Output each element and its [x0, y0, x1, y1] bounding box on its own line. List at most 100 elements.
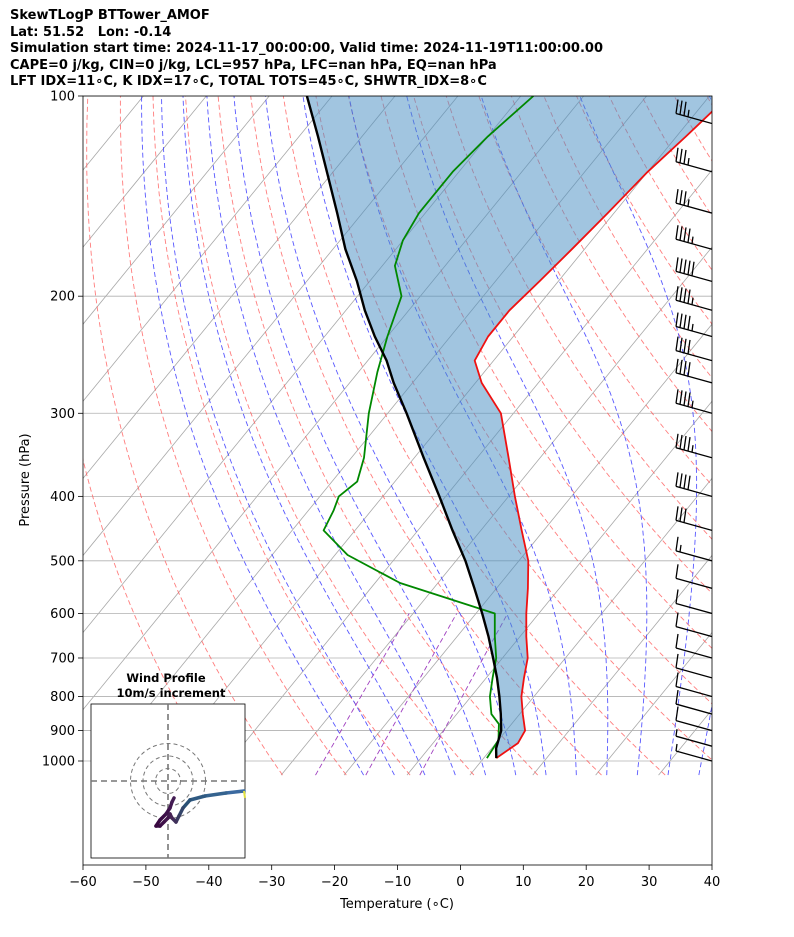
mixing-ratio-line	[419, 613, 509, 776]
isotherm-line	[784, 96, 794, 775]
y-tick-label: 200	[50, 290, 75, 305]
isotherm-line	[0, 96, 18, 775]
moist-adiabat	[730, 96, 794, 775]
dry-adiabat	[608, 96, 712, 271]
isotherm-line	[595, 631, 712, 776]
isotherm-line	[343, 323, 712, 776]
wind-barb	[675, 312, 712, 338]
hodograph-segment	[243, 790, 246, 799]
isotherm-line	[83, 96, 396, 479]
y-tick-label: 300	[50, 407, 75, 422]
wind-barb	[675, 433, 712, 459]
wind-barb	[675, 336, 712, 362]
wind-barb	[675, 689, 712, 715]
wind-barb	[675, 612, 712, 638]
cape-line: CAPE=0 j/kg, CIN=0 j/kg, LCL=957 hPa, LF…	[10, 57, 497, 73]
y-tick-label: 400	[50, 490, 75, 505]
profiles	[305, 96, 712, 759]
x-tick-label: −60	[69, 875, 96, 890]
hodograph-segment	[224, 789, 246, 795]
x-tick-label: −10	[384, 875, 411, 890]
dry-adiabat	[83, 457, 220, 776]
x-tick-label: 40	[704, 875, 721, 890]
temperature-line	[473, 110, 712, 759]
wind-barb	[675, 472, 712, 497]
wind-barb	[675, 99, 712, 125]
moist-adiabat	[161, 96, 395, 776]
x-tick-label: 30	[641, 875, 658, 890]
time-line: Simulation start time: 2024-11-17_00:00:…	[10, 41, 603, 56]
y-tick-label: 900	[50, 724, 75, 739]
wind-barb	[675, 189, 712, 214]
moist-adiabat	[233, 96, 487, 776]
hodograph-segment	[181, 798, 192, 810]
isotherm-line	[532, 554, 712, 776]
y-axis: 100 200 300 400 500 600 700 800 900 1000	[42, 90, 83, 770]
moist-adiabat	[698, 96, 712, 776]
wind-barb	[675, 633, 712, 659]
location-line: Lat: 51.52 Lon: -0.14	[10, 24, 172, 40]
wind-barb	[675, 564, 712, 589]
x-tick-label: −40	[195, 875, 222, 890]
isotherm-line	[83, 96, 333, 402]
dry-adiabat	[445, 96, 712, 540]
dry-adiabat	[217, 96, 539, 776]
x-tick-label: −20	[321, 875, 348, 890]
wind-barb	[675, 706, 712, 732]
x-tick-label: 20	[578, 875, 595, 890]
wind-barb	[675, 358, 712, 384]
inset-hodograph	[91, 704, 246, 858]
dry-adiabat	[347, 96, 712, 705]
dry-adiabat	[641, 96, 712, 217]
wind-barb	[675, 653, 712, 679]
isotherm-line	[83, 96, 270, 325]
dry-adiabat	[119, 96, 347, 776]
hodograph-segment	[170, 796, 176, 804]
inset-subtitle: 10m/s increment	[117, 686, 226, 700]
wind-barb	[675, 589, 712, 615]
plot-header: SkewTLogP BTTower_AMOF Lat: 51.52 Lon: -…	[10, 8, 780, 91]
isotherm-line	[280, 246, 712, 776]
wind-barb	[675, 257, 712, 282]
wind-barb	[675, 729, 712, 747]
wind-barb	[675, 536, 712, 562]
dry-adiabat	[413, 96, 712, 595]
y-tick-label: 1000	[42, 755, 75, 770]
dry-adiabat	[739, 96, 794, 775]
y-tick-label: 100	[50, 90, 75, 105]
x-tick-label: −50	[132, 875, 159, 890]
wind-barb	[675, 225, 712, 250]
cin-shading	[306, 96, 712, 759]
isotherm-line	[0, 96, 81, 775]
dry-adiabat	[152, 96, 411, 776]
wind-barb	[675, 743, 712, 762]
wind-barb	[675, 286, 712, 311]
y-tick-label: 800	[50, 690, 75, 705]
isotherm-line	[83, 96, 207, 248]
dry-adiabat	[185, 96, 475, 776]
y-tick-label: 500	[50, 554, 75, 569]
wind-barb	[675, 672, 712, 698]
hodograph-segment	[203, 791, 228, 798]
isotherm-line	[469, 477, 712, 776]
dry-adiabat	[706, 96, 712, 106]
wind-profile-inset: Wind Profile 10m/s increment	[90, 671, 246, 859]
x-tick-label: 0	[456, 875, 464, 890]
moist-adiabat	[480, 96, 648, 776]
plot-area	[0, 96, 794, 776]
moist-adiabat	[141, 96, 364, 776]
hodograph-segment	[188, 794, 207, 802]
y-tick-label: 600	[50, 607, 75, 622]
dew-point-line	[322, 96, 534, 759]
wind-barb	[675, 147, 712, 173]
inset-title: Wind Profile	[126, 671, 206, 685]
mixing-ratio-line	[365, 613, 458, 776]
y-tick-label: 700	[50, 651, 75, 666]
y-axis-label: Pressure (hPa)	[18, 433, 33, 526]
cin-area	[306, 96, 712, 759]
x-tick-label: 10	[515, 875, 532, 890]
dry-adiabat	[380, 96, 712, 649]
dry-adiabat	[772, 96, 794, 775]
moist-adiabat	[206, 96, 456, 776]
